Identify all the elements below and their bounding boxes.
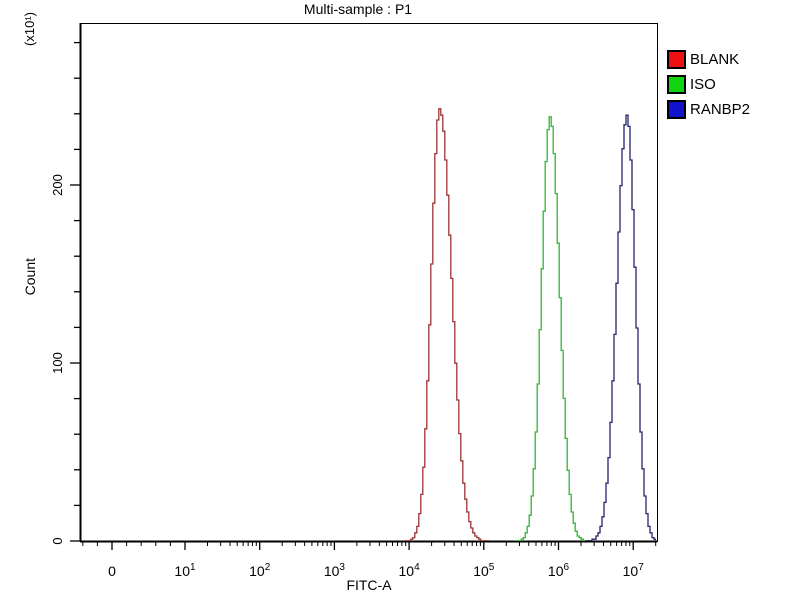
x-tick-label: 103: [324, 562, 346, 579]
x-axis: 0 101 102 103 104 105 106 107: [82, 541, 657, 579]
x-axis-title: FITC-A: [346, 577, 392, 593]
x-tick-label: 104: [399, 562, 421, 579]
legend-swatch-iso: [667, 75, 686, 94]
x-tick-label: 107: [623, 562, 645, 579]
legend-item-ranbp2: RANBP2: [667, 100, 750, 119]
y-axis-unit-label: (x10¹): [22, 12, 37, 46]
legend-item-iso: ISO: [667, 75, 750, 94]
legend-label: BLANK: [690, 51, 740, 68]
curve-iso: [514, 116, 590, 541]
curve-ranbp2: [585, 114, 656, 541]
x-tick-label: 101: [174, 562, 196, 579]
legend-label: RANBP2: [690, 101, 751, 118]
y-axis: 0 100 200: [50, 41, 80, 545]
plot-border: [80, 23, 658, 542]
legend-swatch-ranbp2: [667, 100, 686, 119]
y-tick-label: 200: [50, 174, 65, 196]
y-tick-label: 0: [50, 537, 65, 544]
x-tick-label: 0: [108, 563, 116, 579]
x-tick-label: 106: [548, 562, 570, 579]
y-tick-label: 100: [50, 352, 65, 374]
legend-label: ISO: [690, 76, 716, 93]
legend-swatch-blank: [667, 50, 686, 69]
x-tick-label: 105: [473, 562, 495, 579]
y-axis-title: Count: [22, 258, 38, 296]
legend-item-blank: BLANK: [667, 50, 750, 69]
chart-title: Multi-sample : P1: [303, 1, 413, 17]
legend: BLANK ISO RANBP2: [667, 50, 750, 125]
x-tick-label: 102: [249, 562, 271, 579]
curve-blank: [404, 108, 490, 541]
curves: [404, 108, 656, 541]
